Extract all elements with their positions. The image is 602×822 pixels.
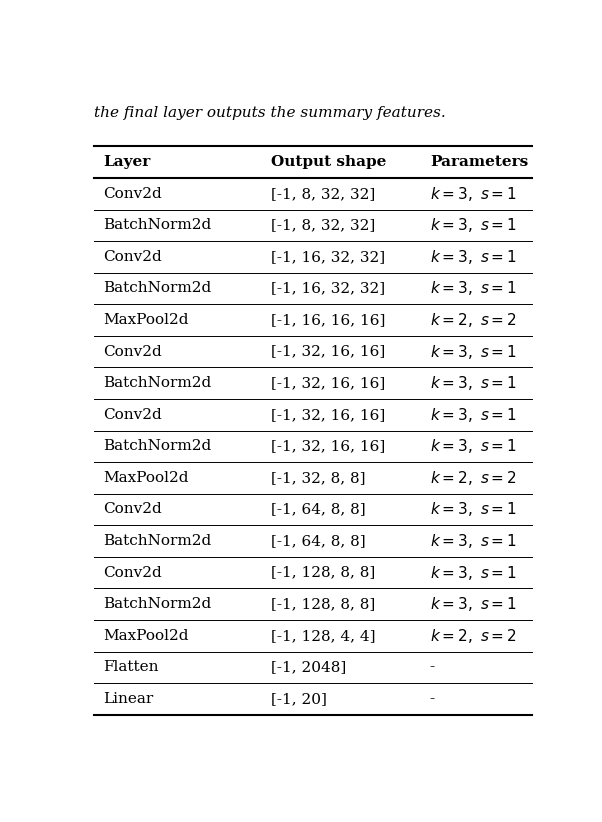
- Text: [-1, 32, 16, 16]: [-1, 32, 16, 16]: [272, 439, 385, 453]
- Text: -: -: [430, 660, 435, 674]
- Text: [-1, 16, 16, 16]: [-1, 16, 16, 16]: [272, 313, 385, 327]
- Text: Conv2d: Conv2d: [104, 344, 162, 358]
- Text: $k=3,\ s=1$: $k=3,\ s=1$: [430, 406, 517, 423]
- Text: Output shape: Output shape: [272, 155, 386, 169]
- Text: MaxPool2d: MaxPool2d: [104, 629, 189, 643]
- Text: Conv2d: Conv2d: [104, 187, 162, 201]
- Text: [-1, 16, 32, 32]: [-1, 16, 32, 32]: [272, 250, 385, 264]
- Text: Flatten: Flatten: [104, 660, 159, 674]
- Text: $k=3,\ s=1$: $k=3,\ s=1$: [430, 185, 517, 203]
- Text: $k=3,\ s=1$: $k=3,\ s=1$: [430, 279, 517, 298]
- Text: -: -: [430, 692, 435, 706]
- Text: $k=2,\ s=2$: $k=2,\ s=2$: [430, 469, 517, 487]
- Text: Parameters: Parameters: [430, 155, 528, 169]
- Text: BatchNorm2d: BatchNorm2d: [104, 534, 211, 548]
- Text: $k=3,\ s=1$: $k=3,\ s=1$: [430, 374, 517, 392]
- Text: [-1, 20]: [-1, 20]: [272, 692, 327, 706]
- Text: [-1, 64, 8, 8]: [-1, 64, 8, 8]: [272, 502, 366, 516]
- Text: [-1, 32, 16, 16]: [-1, 32, 16, 16]: [272, 376, 385, 390]
- Text: [-1, 2048]: [-1, 2048]: [272, 660, 347, 674]
- Text: [-1, 32, 16, 16]: [-1, 32, 16, 16]: [272, 408, 385, 422]
- Text: $k=3,\ s=1$: $k=3,\ s=1$: [430, 532, 517, 550]
- Text: $k=3,\ s=1$: $k=3,\ s=1$: [430, 343, 517, 361]
- Text: Conv2d: Conv2d: [104, 566, 162, 580]
- Text: [-1, 128, 4, 4]: [-1, 128, 4, 4]: [272, 629, 376, 643]
- Text: [-1, 8, 32, 32]: [-1, 8, 32, 32]: [272, 219, 376, 233]
- Text: $k=3,\ s=1$: $k=3,\ s=1$: [430, 248, 517, 266]
- Text: Conv2d: Conv2d: [104, 502, 162, 516]
- Text: $k=2,\ s=2$: $k=2,\ s=2$: [430, 626, 517, 644]
- Text: BatchNorm2d: BatchNorm2d: [104, 597, 211, 611]
- Text: Layer: Layer: [104, 155, 150, 169]
- Text: Conv2d: Conv2d: [104, 408, 162, 422]
- Text: MaxPool2d: MaxPool2d: [104, 471, 189, 485]
- Text: [-1, 128, 8, 8]: [-1, 128, 8, 8]: [272, 597, 376, 611]
- Text: BatchNorm2d: BatchNorm2d: [104, 439, 211, 453]
- Text: [-1, 16, 32, 32]: [-1, 16, 32, 32]: [272, 281, 385, 295]
- Text: $k=3,\ s=1$: $k=3,\ s=1$: [430, 595, 517, 613]
- Text: Conv2d: Conv2d: [104, 250, 162, 264]
- Text: $k=2,\ s=2$: $k=2,\ s=2$: [430, 311, 517, 329]
- Text: BatchNorm2d: BatchNorm2d: [104, 281, 211, 295]
- Text: $k=3,\ s=1$: $k=3,\ s=1$: [430, 501, 517, 519]
- Text: [-1, 32, 16, 16]: [-1, 32, 16, 16]: [272, 344, 385, 358]
- Text: $k=3,\ s=1$: $k=3,\ s=1$: [430, 216, 517, 234]
- Text: the final layer outputs the summary features.: the final layer outputs the summary feat…: [94, 105, 445, 119]
- Text: [-1, 8, 32, 32]: [-1, 8, 32, 32]: [272, 187, 376, 201]
- Text: Linear: Linear: [104, 692, 154, 706]
- Text: $k=3,\ s=1$: $k=3,\ s=1$: [430, 437, 517, 455]
- Text: BatchNorm2d: BatchNorm2d: [104, 219, 211, 233]
- Text: [-1, 128, 8, 8]: [-1, 128, 8, 8]: [272, 566, 376, 580]
- Text: MaxPool2d: MaxPool2d: [104, 313, 189, 327]
- Text: [-1, 32, 8, 8]: [-1, 32, 8, 8]: [272, 471, 365, 485]
- Text: [-1, 64, 8, 8]: [-1, 64, 8, 8]: [272, 534, 366, 548]
- Text: $k=3,\ s=1$: $k=3,\ s=1$: [430, 564, 517, 582]
- Text: BatchNorm2d: BatchNorm2d: [104, 376, 211, 390]
